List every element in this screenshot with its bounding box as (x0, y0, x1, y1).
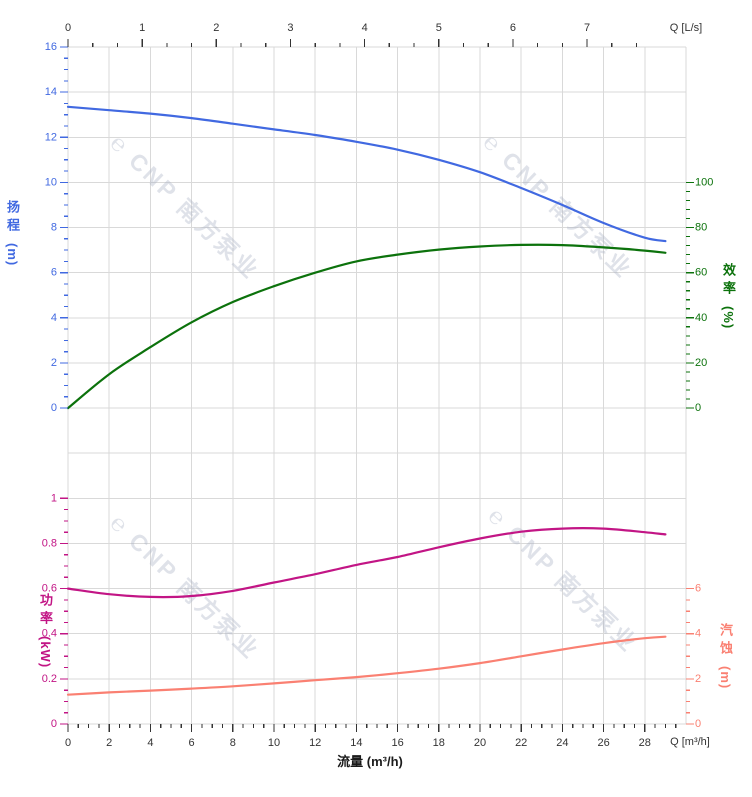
efficiency-tick-label: 80 (695, 222, 707, 234)
watermark-cnp-logo: ℮ CNP 南方泵业 (478, 128, 638, 283)
watermark-cnp-logo: ℮ CNP 南方泵业 (105, 509, 265, 664)
npsh-axis-title: 汽蚀 (m) (718, 623, 733, 690)
series-curves (66, 105, 667, 696)
watermark-cnp-logo: ℮ CNP 南方泵业 (483, 502, 643, 657)
npsh-tick-label: 2 (695, 673, 701, 685)
bottom-axis-tick-label: 2 (106, 737, 112, 749)
bottom-axis-tick-label: 0 (65, 737, 71, 749)
power-tick-label: 0 (51, 718, 57, 730)
npsh-axis-title-text: 汽蚀 (718, 623, 733, 659)
head-axis-unit: (m) (5, 243, 20, 267)
npsh-tick-label: 0 (695, 718, 701, 730)
efficiency-curve (66, 243, 667, 410)
bottom-axis-tick-label: 10 (268, 737, 280, 749)
head-axis-title: 扬程 (m) (5, 200, 20, 267)
head-tick-label: 14 (45, 86, 57, 98)
power-tick-label: 1 (51, 492, 57, 504)
npsh-tick-label: 6 (695, 583, 701, 595)
top-axis-tick-label: 6 (510, 22, 516, 34)
npsh-curve (66, 635, 667, 696)
head-tick-label: 10 (45, 176, 57, 188)
efficiency-axis-title-text: 效率 (721, 263, 736, 299)
efficiency-axis-unit: (%) (721, 306, 736, 330)
bottom-axis-tick-label: 12 (309, 737, 321, 749)
power-axis-title: 功率 (kW) (38, 593, 53, 669)
head-curve (66, 105, 667, 243)
top-axis-tick-label: 3 (287, 22, 293, 34)
bottom-axis-tick-label: 24 (556, 737, 568, 749)
bottom-axis-tick-label: 14 (350, 737, 362, 749)
head-tick-label: 0 (51, 402, 57, 414)
watermark-cnp-logo: ℮ CNP 南方泵业 (105, 129, 265, 284)
bottom-axis-unit-label: Q [m³/h] (670, 736, 710, 748)
top-axis-tick-label: 0 (65, 22, 71, 34)
head-tick-label: 16 (45, 41, 57, 53)
efficiency-tick-label: 100 (695, 176, 713, 188)
grid-lines (67, 46, 687, 725)
bottom-axis-tick-label: 8 (230, 737, 236, 749)
npsh-tick-label: 4 (695, 628, 701, 640)
bottom-axis-tick-label: 26 (597, 737, 609, 749)
bottom-axis-tick-label: 18 (433, 737, 445, 749)
head-tick-label: 12 (45, 131, 57, 143)
efficiency-axis-title: 效率 (%) (721, 263, 736, 330)
power-axis-title-text: 功率 (38, 593, 53, 629)
flow-axis-title: 流量 (m³/h) (337, 754, 403, 769)
bottom-axis-tick-label: 16 (391, 737, 403, 749)
power-axis-unit: (kW) (38, 636, 53, 669)
head-tick-label: 8 (51, 222, 57, 234)
bottom-axis-tick-label: 28 (639, 737, 651, 749)
top-axis-tick-label: 5 (436, 22, 442, 34)
efficiency-tick-label: 60 (695, 267, 707, 279)
power-tick-label: 0.4 (42, 628, 57, 640)
efficiency-tick-label: 0 (695, 402, 701, 414)
top-axis-tick-label: 2 (213, 22, 219, 34)
efficiency-tick-label: 40 (695, 312, 707, 324)
top-axis-unit-label: Q [L/s] (669, 22, 703, 34)
power-tick-label: 0.2 (42, 673, 57, 685)
bottom-axis-tick-label: 6 (189, 737, 195, 749)
bottom-axis-tick-label: 4 (147, 737, 153, 749)
efficiency-tick-label: 20 (695, 357, 707, 369)
power-tick-label: 0.8 (42, 537, 57, 549)
top-axis-tick-label: 7 (584, 22, 590, 34)
top-axis-tick-label: 1 (139, 22, 145, 34)
power-tick-label: 0.6 (42, 583, 57, 595)
top-axis-tick-label: 4 (362, 22, 368, 34)
head-tick-label: 4 (51, 312, 57, 324)
bottom-axis-tick-label: 22 (515, 737, 527, 749)
head-axis-title-text: 扬程 (5, 200, 20, 236)
bottom-axis-tick-label: 20 (474, 737, 486, 749)
head-tick-label: 2 (51, 357, 57, 369)
npsh-axis-unit: (m) (718, 666, 733, 690)
head-tick-label: 6 (51, 267, 57, 279)
axes: 161412108642010080604020010.80.60.40.206… (42, 22, 714, 749)
power-curve (66, 527, 667, 599)
